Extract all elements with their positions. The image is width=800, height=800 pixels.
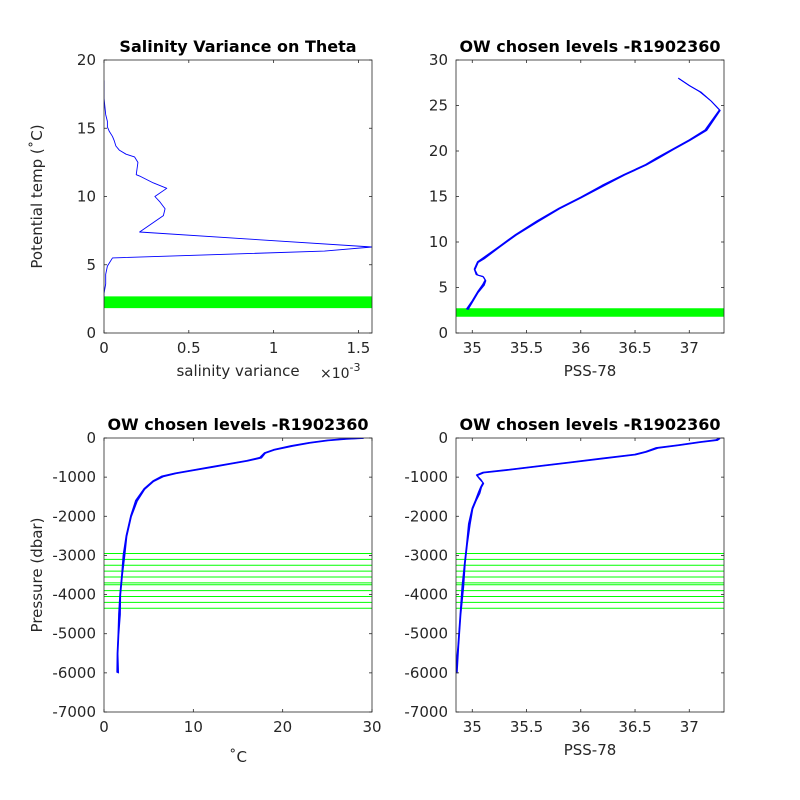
y-tick-label: -5000: [404, 625, 448, 643]
plot-marks: [104, 438, 372, 674]
y-tick-label: -5000: [52, 625, 96, 643]
plot-area: [104, 60, 372, 333]
x-tick-label: 35.5: [510, 718, 543, 736]
x-axis-label: ˚C: [229, 748, 247, 766]
profile-line: [467, 78, 721, 311]
y-tick-label: -3000: [404, 546, 448, 564]
x-tick-label: 30: [362, 718, 381, 736]
y-tick-label: 20: [429, 142, 448, 160]
y-tick-label: -7000: [404, 703, 448, 721]
y-tick-label: 30: [429, 51, 448, 69]
x-axis-label: salinity variance: [176, 362, 299, 380]
subplot-1: 0 0.5 1 1.5 0 5 10 15 20 Salinity Variance on The…: [28, 37, 373, 382]
x-tick-label: 0: [99, 339, 109, 357]
plot-area: [104, 438, 372, 712]
x-axis-label: PSS-78: [564, 362, 617, 380]
y-tick-label: -4000: [52, 586, 96, 604]
y-tick-label: 20: [77, 51, 96, 69]
y-tick-label: 0: [86, 324, 96, 342]
plot-area: [456, 438, 724, 712]
x-tick-label: 36: [571, 718, 590, 736]
axes-box: [455, 437, 725, 713]
subplot-title: Salinity Variance on Theta: [119, 37, 356, 56]
x-tick-label: 0.5: [177, 339, 201, 357]
x-tick-label: 35.5: [510, 339, 543, 357]
x-axis-exponent-power: -3: [350, 361, 361, 374]
x-tick-label: 10: [184, 718, 203, 736]
plot-marks: [456, 77, 724, 317]
profile-line: [456, 438, 721, 674]
x-axis-exponent-base: ×10: [320, 366, 350, 382]
x-tick-label: 20: [273, 718, 292, 736]
axes-box: [103, 437, 373, 713]
y-tick-label: -7000: [52, 703, 96, 721]
y-tick-label: 5: [438, 279, 448, 297]
x-axis-label: PSS-78: [564, 741, 617, 759]
x-tick-label: 35: [463, 339, 482, 357]
subplot-title: OW chosen levels -R1902360: [107, 415, 368, 434]
y-tick-label: -1000: [52, 468, 96, 486]
y-tick-label: -2000: [52, 507, 96, 525]
subplot-title: OW chosen levels -R1902360: [459, 37, 720, 56]
y-tick-label: 10: [77, 188, 96, 206]
profile-line: [456, 438, 720, 671]
subplot-4: 35 35.5 36 36.5 37 -7000 -6000 -5000 -4000 -3000 -…: [404, 415, 725, 759]
profile-line: [104, 80, 372, 301]
plot-marks: [104, 80, 372, 309]
y-tick-label: -6000: [52, 664, 96, 682]
subplot-title: OW chosen levels -R1902360: [459, 415, 720, 434]
y-tick-label: -1000: [404, 468, 448, 486]
x-tick-label: 0: [99, 718, 109, 736]
y-tick-label: -6000: [404, 664, 448, 682]
y-tick-label: 0: [438, 324, 448, 342]
x-tick-label: 35: [463, 718, 482, 736]
y-tick-label: -2000: [404, 507, 448, 525]
y-tick-label: 10: [429, 233, 448, 251]
subplot-3: 0 10 20 30 -7000 -6000 -5000 -4000 -3000 -2000 -10…: [28, 415, 382, 766]
y-axis-label: Pressure (dbar): [28, 518, 46, 633]
plot-marks: [456, 438, 724, 674]
y-tick-label: 25: [429, 97, 448, 115]
y-tick-label: -4000: [404, 586, 448, 604]
x-axis-exponent: ×10-3: [320, 361, 361, 382]
x-tick-label: 1: [269, 339, 279, 357]
x-tick-label: 1.5: [347, 339, 371, 357]
x-tick-label: 37: [680, 339, 699, 357]
y-axis-label: Potential temp (˚C): [28, 124, 46, 268]
x-tick-label: 36.5: [618, 718, 651, 736]
subplot-2: 35 35.5 36 36.5 37 0 5 10 15 20 25 30 OW chosen leve…: [429, 37, 725, 380]
y-tick-label: 15: [429, 188, 448, 206]
x-tick-label: 36: [571, 339, 590, 357]
x-tick-label: 36.5: [618, 339, 651, 357]
y-tick-label: 15: [77, 119, 96, 137]
profile-line: [116, 438, 363, 673]
y-tick-label: 0: [438, 429, 448, 447]
y-tick-label: 0: [86, 429, 96, 447]
x-tick-label: 37: [680, 718, 699, 736]
y-tick-label: 5: [86, 256, 96, 274]
profile-line: [117, 438, 364, 674]
y-tick-label: -3000: [52, 546, 96, 564]
plot-area: [456, 60, 724, 333]
